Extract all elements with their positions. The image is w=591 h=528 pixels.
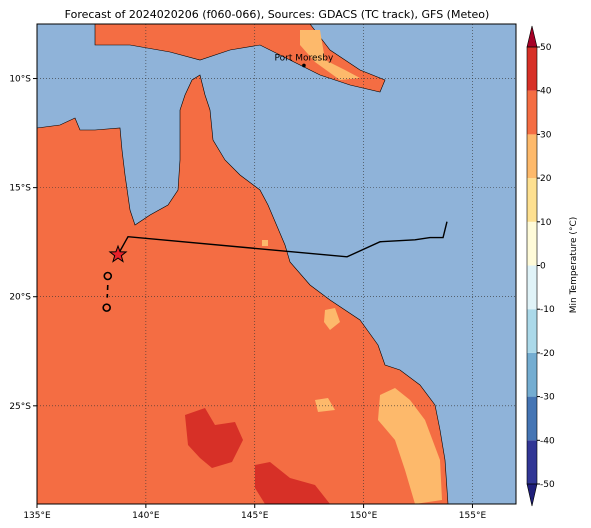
warm-patch	[262, 240, 268, 246]
colorbar-tick-label: -30	[540, 393, 555, 403]
colorbar-tick-label: 0	[540, 262, 546, 272]
colorbar-band	[527, 352, 537, 397]
grid	[37, 24, 516, 504]
colorbar-extend-low	[526, 483, 538, 507]
y-tick-label: 15°S	[9, 184, 31, 194]
colorbar-band	[527, 265, 537, 310]
hot-patch	[255, 462, 330, 504]
x-tick-label: 155°E	[459, 511, 487, 521]
warm-patch	[300, 30, 360, 80]
map-frame	[36, 23, 517, 505]
colorbar-band	[527, 90, 537, 135]
colorbar-tick-label: -40	[540, 436, 555, 446]
colorbar-tick-label: -50	[540, 480, 555, 490]
place-label: Port Moresby	[275, 53, 334, 63]
track-line	[117, 221, 448, 258]
current-position	[108, 244, 128, 263]
colorbar: -50 -40 -30 -20 -10 0 10 20 30 40 50	[526, 25, 555, 507]
colorbar-band	[527, 440, 537, 484]
past-position	[102, 303, 111, 312]
colorbar-tick-label: 10	[540, 218, 552, 228]
colorbar-tick-label: 40	[540, 87, 552, 97]
x-tick-label: 145°E	[241, 511, 269, 521]
warm-patch	[378, 388, 442, 504]
past-position	[103, 271, 113, 281]
warm-patch	[315, 398, 335, 412]
colorbar-tick-label: 30	[540, 130, 552, 140]
colorbar-band	[527, 47, 537, 91]
y-tick-label: 10°S	[9, 75, 31, 85]
y-tick-label: 20°S	[9, 293, 31, 303]
australia-land	[37, 74, 449, 504]
colorbar-tick-label: 20	[540, 174, 552, 184]
map-title: Forecast of 2024020206 (f060-066), Sourc…	[65, 8, 490, 21]
x-tick-label: 140°E	[132, 511, 160, 521]
colorbar-band	[527, 221, 537, 266]
y-tick-label: 25°S	[9, 402, 31, 412]
colorbar-band	[527, 396, 537, 441]
map-area: Port Moresby	[37, 24, 516, 504]
colorbar-band	[527, 134, 537, 179]
track: Port Moresby	[102, 53, 448, 312]
x-tick-label: 150°E	[350, 511, 378, 521]
colorbar-band	[527, 309, 537, 353]
colorbar-tick-label: 50	[540, 43, 552, 53]
colorbar-tick-label: -20	[540, 349, 555, 359]
colorbar-extend-high	[526, 25, 538, 48]
hot-patch	[185, 408, 243, 468]
past-track	[106, 284, 109, 298]
axes: 135°E 140°E 145°E 150°E 155°E 10°S 15°S 20°S 25°…	[9, 75, 486, 521]
colorbar-band	[527, 178, 537, 222]
x-tick-label: 135°E	[23, 511, 51, 521]
colorbar-tick-label: -10	[540, 305, 555, 315]
warm-patch	[324, 308, 340, 330]
colorbar-label: Min Temperature (°C)	[569, 217, 579, 314]
place-marker	[302, 63, 306, 68]
